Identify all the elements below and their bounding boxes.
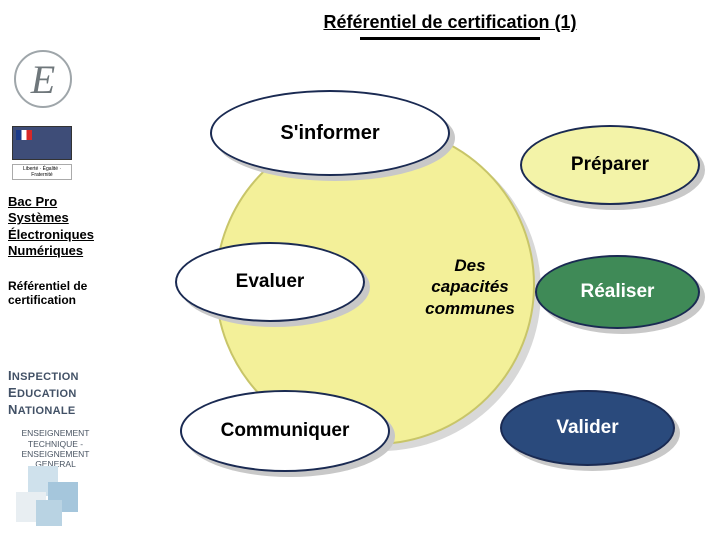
bubble-preparer: Préparer [520, 125, 700, 205]
bubble-label: Préparer [571, 154, 649, 176]
diagram-area: Descapacitéscommunes S'informer Préparer E… [140, 70, 700, 520]
logo-letter: E [31, 56, 55, 103]
decorative-squares-icon [16, 466, 86, 526]
flag-icon [16, 130, 32, 140]
bubble-realiser: Réaliser [535, 255, 700, 329]
logo-e-icon: E [14, 50, 72, 108]
bubble-communiquer: Communiquer [180, 390, 390, 472]
gov-caption: Liberté · Égalité · Fraternité [12, 164, 72, 180]
bubble-valider: Valider [500, 390, 675, 466]
page-title: Référentiel de certification (1) [180, 12, 720, 40]
diagram-center-label: Descapacitéscommunes [400, 255, 540, 319]
bubble-label: S'informer [280, 122, 379, 145]
sidebar-heading-programme: Bac ProSystèmesÉlectroniquesNumériques [8, 194, 128, 259]
title-underline [360, 37, 540, 40]
sidebar-org-enseignement: ENSEIGNEMENTTECHNIQUE -ENSEIGNEMENTGENER… [8, 428, 103, 469]
bubble-label: Valider [556, 417, 618, 439]
bubble-label: Communiquer [221, 420, 350, 442]
title-text: Référentiel de certification (1) [323, 12, 576, 32]
bubble-evaluer: Evaluer [175, 242, 365, 322]
sidebar-org-inspection: INSPECTIONEDUCATIONNATIONALE [8, 368, 128, 419]
deco-sq [36, 500, 62, 526]
gov-emblem-icon [12, 126, 72, 160]
sidebar-heading-referentiel: Référentiel decertification [8, 279, 128, 308]
bubble-sinformer: S'informer [210, 90, 450, 176]
sidebar: E Liberté · Égalité · Fraternité Bac Pro… [8, 50, 128, 469]
bubble-label: Evaluer [236, 271, 305, 293]
bubble-label: Réaliser [581, 281, 655, 303]
